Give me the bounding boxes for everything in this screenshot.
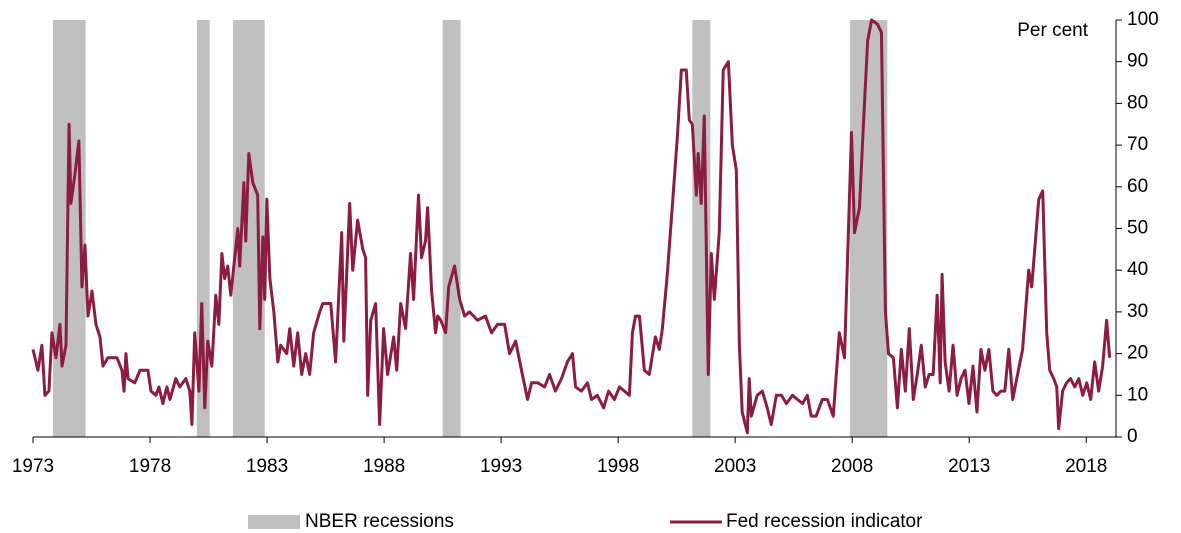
y-tick-label: 50 (1127, 218, 1148, 239)
x-tick-label: 2008 (831, 456, 873, 477)
x-tick-label: 1988 (363, 456, 405, 477)
legend-swatch (248, 515, 300, 529)
x-tick-label: 2003 (714, 456, 756, 477)
y-tick-label: 70 (1127, 134, 1148, 155)
y-tick-label: 30 (1127, 301, 1148, 322)
x-tick-label: 2013 (948, 456, 990, 477)
legend-label: NBER recessions (305, 511, 454, 532)
y-tick-label: 10 (1127, 384, 1148, 405)
x-tick-label: 1973 (12, 456, 54, 477)
x-tick-label: 2018 (1065, 456, 1107, 477)
x-tick-label: 1983 (246, 456, 288, 477)
legend-label: Fed recession indicator (726, 511, 923, 532)
y-tick-label: 60 (1127, 176, 1148, 197)
y-tick-label: 90 (1127, 51, 1148, 72)
x-tick-label: 1978 (129, 456, 171, 477)
y-tick-label: 100 (1127, 9, 1159, 30)
recession-band (442, 20, 461, 437)
y-tick-label: 0 (1127, 426, 1138, 447)
x-tick-label: 1998 (597, 456, 639, 477)
x-tick-label: 1993 (480, 456, 522, 477)
y-tick-label: 80 (1127, 92, 1148, 113)
y-tick-label: 40 (1127, 259, 1148, 280)
y-tick-label: 20 (1127, 343, 1148, 364)
series-line (31, 18, 1112, 435)
y-axis-label: Per cent (1017, 20, 1088, 41)
